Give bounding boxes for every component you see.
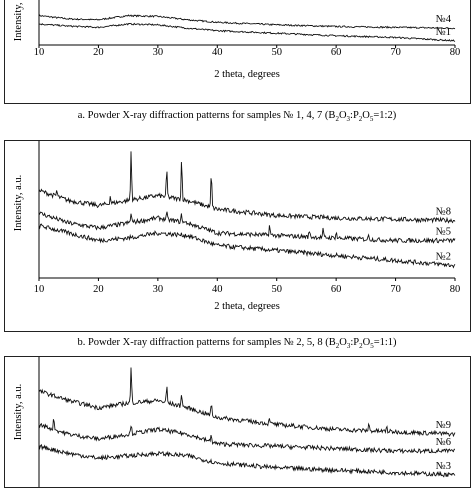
caption-b-o2: O	[362, 337, 371, 348]
caption-a-p: :P	[350, 110, 359, 121]
series-label: №2	[436, 252, 451, 263]
caption-a-sub1: 2	[335, 115, 339, 124]
x-tick-label: 60	[331, 47, 342, 58]
series-label: №9	[436, 420, 451, 431]
series-line	[38, 223, 456, 269]
caption-b: b. Powder X-ray diffraction patterns for…	[0, 337, 474, 350]
x-tick-label: 80	[450, 284, 461, 295]
series-line	[38, 367, 456, 438]
caption-b-ratio: =1:1)	[373, 337, 397, 348]
y-axis-label: Intensity, a.u.	[13, 384, 24, 440]
caption-a-o2: O	[362, 110, 370, 121]
series-label: №8	[436, 207, 451, 218]
series-line	[38, 14, 456, 30]
series-label: №6	[436, 437, 451, 448]
x-tick-label: 20	[93, 284, 104, 295]
series-label: №4	[436, 14, 452, 25]
y-axis-label: Intensity, a.u.	[13, 175, 24, 231]
x-tick-label: 70	[390, 47, 401, 58]
x-tick-label: 20	[93, 47, 104, 58]
x-tick-label: 50	[271, 284, 282, 295]
x-tick-label: 30	[153, 47, 164, 58]
caption-a: a. Powder X-ray diffraction patterns for…	[0, 110, 474, 123]
x-tick-label: 10	[34, 284, 45, 295]
chart-c: Intensity, a.u. №9 №6 №3	[13, 357, 456, 487]
x-tick-label: 80	[450, 47, 461, 58]
caption-a-sub4: 5	[369, 115, 374, 124]
x-tick-label: 50	[271, 47, 282, 58]
series-label: №5	[436, 227, 451, 238]
chart-panel-c: Intensity, a.u. №9 №6 №3	[4, 356, 471, 488]
series-label: №1	[436, 27, 451, 38]
x-axis-label: 2 theta, degrees	[214, 301, 280, 312]
x-axis-label: 2 theta, degrees	[214, 69, 280, 80]
x-tick-label: 70	[390, 284, 401, 295]
caption-b-sub3: 2	[359, 342, 363, 351]
x-tick-label: 30	[153, 284, 164, 295]
caption-a-sub2: 3	[346, 115, 351, 124]
series-line	[38, 419, 456, 455]
caption-b-sub1: 2	[335, 342, 340, 351]
caption-a-o1: O	[338, 110, 347, 121]
x-tick-label: 10	[34, 47, 45, 58]
chart-panel-b: Intensity, a.u. 10 20 30 40 50 60 70 80 2 theta, …	[4, 140, 471, 332]
caption-a-sub3: 2	[358, 115, 363, 124]
series-line	[38, 22, 456, 42]
caption-a-ratio: =1:2)	[373, 110, 397, 121]
series-line	[38, 151, 456, 224]
caption-b-text: b. Powder X-ray diffraction patterns for…	[77, 337, 336, 348]
chart-a: Intensity, a.u. 10 20 30 40 50 60 70 80 2 theta, …	[13, 0, 461, 80]
caption-b-o1: O	[339, 337, 347, 348]
caption-a-text: a. Powder X-ray diffraction patterns for…	[77, 110, 336, 121]
series-line	[38, 443, 456, 478]
caption-b-sub4: 5	[370, 342, 374, 351]
y-axis-label: Intensity, a.u.	[13, 0, 24, 41]
chart-panel-a: Intensity, a.u. 10 20 30 40 50 60 70 80 2 theta, …	[4, 0, 471, 104]
caption-b-sub2: 3	[346, 342, 351, 351]
series-line	[38, 211, 456, 244]
caption-b-p: :P	[350, 337, 360, 348]
x-tick-label: 40	[212, 47, 223, 58]
x-tick-label: 60	[331, 284, 342, 295]
x-tick-label: 40	[212, 284, 223, 295]
series-label: №3	[436, 461, 451, 472]
chart-b: Intensity, a.u. 10 20 30 40 50 60 70 80 2 theta, …	[13, 141, 461, 312]
